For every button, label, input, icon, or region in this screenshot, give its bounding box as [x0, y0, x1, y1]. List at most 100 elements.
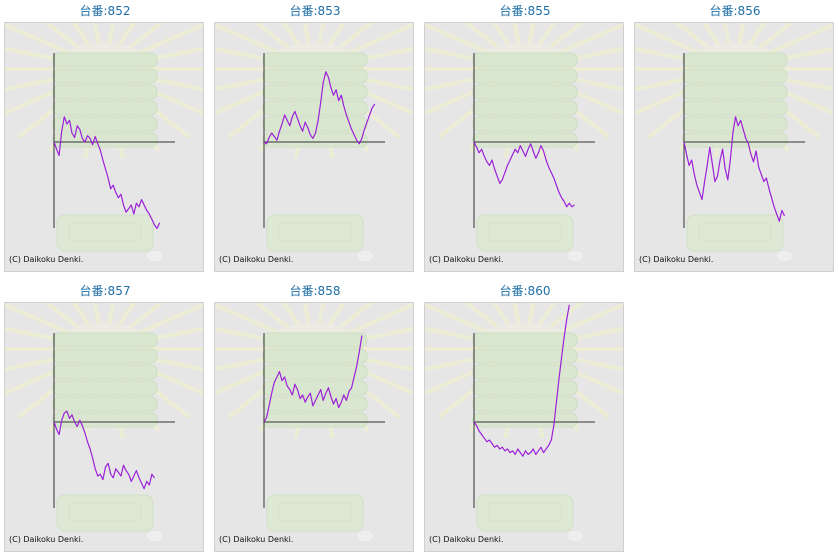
tower-band	[262, 52, 368, 68]
data-point	[727, 179, 729, 181]
tower-band	[472, 100, 578, 116]
tray-shape	[686, 214, 784, 252]
data-point	[53, 421, 55, 423]
tower-band	[262, 100, 368, 116]
data-point	[322, 400, 324, 401]
data-point	[307, 127, 309, 128]
coin-shape	[355, 529, 375, 543]
data-point	[340, 94, 342, 96]
chart-title[interactable]: 台番:857	[79, 284, 131, 298]
data-point	[353, 376, 355, 378]
series-line	[53, 116, 161, 229]
chart-title[interactable]: 台番:858	[289, 284, 341, 298]
data-point	[302, 130, 303, 132]
data-point	[273, 382, 275, 383]
data-point	[322, 82, 324, 83]
tray-inner	[488, 502, 562, 522]
ray-shape	[338, 23, 413, 59]
data-point	[74, 421, 75, 423]
data-point	[509, 452, 511, 453]
data-point	[120, 193, 122, 195]
data-point	[330, 87, 332, 89]
tray-shape	[56, 494, 154, 532]
data-point	[284, 114, 285, 116]
data-point	[148, 213, 150, 215]
ray-shape	[332, 303, 375, 334]
background-artwork	[215, 23, 413, 263]
tower-band	[52, 100, 158, 116]
data-point	[343, 105, 345, 107]
data-point	[563, 337, 565, 338]
tower-band	[472, 132, 578, 148]
data-point	[330, 396, 332, 398]
line-chart	[215, 23, 413, 263]
data-point	[768, 188, 770, 190]
data-point	[558, 192, 560, 193]
data-point	[71, 414, 73, 416]
data-point	[84, 432, 86, 434]
data-point	[266, 143, 267, 145]
data-point	[340, 401, 342, 403]
data-point	[514, 148, 516, 150]
ray-shape	[43, 23, 86, 54]
data-point	[320, 102, 322, 103]
data-point	[691, 159, 693, 161]
data-point	[724, 168, 726, 170]
coin-shape	[775, 249, 795, 263]
data-point	[517, 448, 519, 450]
data-point	[81, 138, 83, 139]
data-point	[519, 145, 521, 146]
data-point	[543, 452, 544, 453]
data-point	[473, 141, 475, 143]
data-point	[151, 473, 153, 475]
data-point	[776, 213, 778, 215]
data-point	[154, 224, 155, 226]
data-point	[556, 401, 557, 403]
ray-shape	[548, 303, 623, 339]
data-point	[309, 392, 311, 394]
background-artwork	[5, 23, 203, 263]
data-point	[84, 141, 86, 143]
data-point	[709, 147, 711, 148]
data-point	[299, 125, 301, 127]
data-point	[509, 159, 511, 161]
data-point	[66, 410, 68, 412]
chart-cell: 台番:858 (C) Daikoku Denki.	[210, 280, 420, 560]
data-point	[312, 405, 314, 407]
data-point	[58, 434, 60, 435]
chart-title[interactable]: 台番:860	[499, 284, 551, 298]
series-line	[263, 71, 376, 145]
data-point	[102, 479, 104, 480]
data-point	[325, 392, 327, 394]
data-point	[507, 448, 508, 450]
data-point	[328, 76, 329, 78]
data-point	[92, 144, 93, 146]
chart-title[interactable]: 台番:853	[289, 4, 341, 18]
background-artwork	[425, 303, 623, 543]
data-point	[491, 443, 493, 444]
ray-shape	[425, 303, 500, 339]
data-point	[522, 455, 524, 457]
data-point	[753, 161, 754, 163]
chart-title[interactable]: 台番:856	[709, 4, 761, 18]
tower-band	[472, 348, 578, 364]
data-point	[494, 446, 495, 448]
data-point	[66, 123, 68, 125]
data-point	[271, 132, 273, 134]
chart-title[interactable]: 台番:852	[79, 4, 131, 18]
data-point	[151, 219, 153, 220]
data-point	[499, 183, 501, 184]
chart-title[interactable]: 台番:855	[499, 4, 551, 18]
data-point	[773, 206, 775, 208]
data-point	[486, 441, 488, 443]
tower-band	[52, 396, 158, 412]
data-point	[143, 488, 145, 489]
tower-band	[262, 68, 368, 84]
ray-shape	[736, 23, 746, 48]
data-point	[535, 157, 537, 159]
data-point	[284, 376, 285, 378]
data-point	[89, 448, 91, 450]
ray-shape	[722, 23, 732, 48]
data-point	[561, 356, 562, 358]
data-point	[343, 394, 345, 396]
